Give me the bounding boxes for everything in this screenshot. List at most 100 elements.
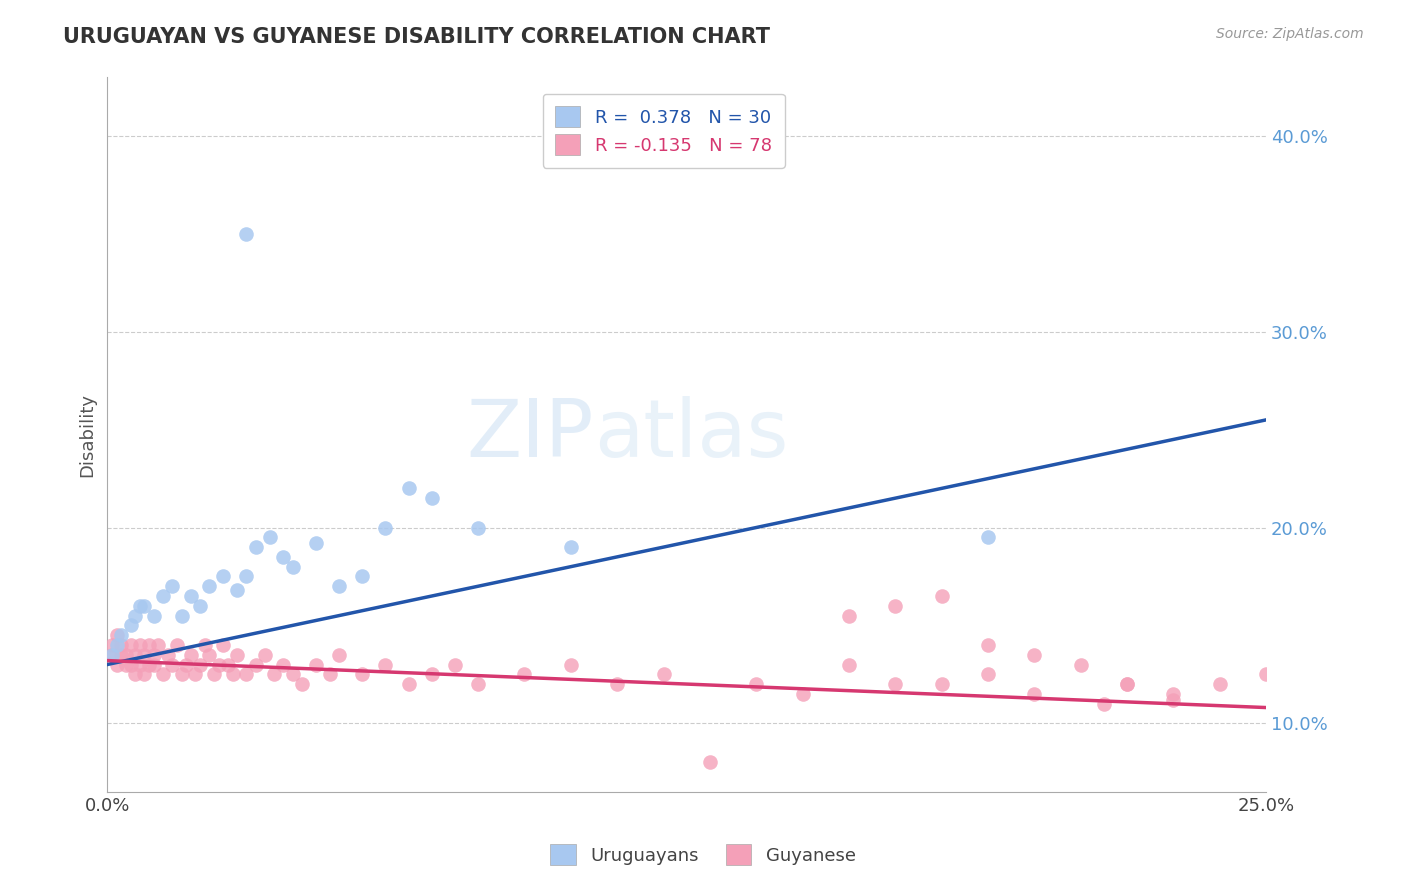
Point (1208, 677, 1230, 691)
Point (152, 667, 174, 681)
Point (166, 638, 188, 652)
Point (560, 657, 582, 672)
Point (120, 618, 142, 632)
Point (142, 657, 165, 672)
Point (134, 599, 156, 613)
Point (1070, 657, 1092, 672)
Point (148, 638, 170, 652)
Point (101, 648, 124, 662)
Point (198, 579, 221, 593)
Point (745, 677, 768, 691)
Point (115, 648, 138, 662)
Point (328, 648, 350, 662)
Point (1161, 687, 1184, 701)
Point (606, 677, 628, 691)
Point (699, 756, 721, 770)
Point (226, 583, 249, 598)
Text: URUGUAYAN VS GUYANESE DISABILITY CORRELATION CHART: URUGUAYAN VS GUYANESE DISABILITY CORRELA… (63, 27, 770, 46)
Point (444, 657, 467, 672)
Point (652, 667, 675, 681)
Text: atlas: atlas (593, 395, 789, 474)
Point (134, 667, 156, 681)
Legend: R =  0.378   N = 30, R = -0.135   N = 78: R = 0.378 N = 30, R = -0.135 N = 78 (543, 94, 785, 168)
Point (291, 677, 314, 691)
Point (398, 677, 420, 691)
Point (1024, 687, 1046, 701)
Point (305, 536, 328, 550)
Point (1092, 697, 1115, 711)
Point (235, 227, 257, 241)
Point (110, 648, 132, 662)
Point (134, 648, 156, 662)
Point (420, 667, 443, 681)
Point (838, 657, 860, 672)
Point (124, 648, 146, 662)
Point (838, 608, 860, 623)
Point (202, 667, 225, 681)
Point (138, 657, 160, 672)
Point (1161, 692, 1184, 706)
Point (245, 540, 267, 554)
Point (328, 579, 350, 593)
Point (128, 638, 150, 652)
Point (124, 608, 146, 623)
Point (194, 638, 217, 652)
Y-axis label: Disability: Disability (79, 392, 96, 476)
Point (420, 491, 443, 505)
Point (105, 628, 128, 642)
Point (138, 638, 160, 652)
Point (162, 579, 184, 593)
Point (467, 520, 489, 534)
Point (273, 657, 295, 672)
Point (142, 608, 165, 623)
Point (1116, 677, 1139, 691)
Point (180, 648, 202, 662)
Point (1254, 667, 1277, 681)
Point (560, 540, 582, 554)
Point (174, 657, 197, 672)
Point (142, 648, 165, 662)
Point (374, 657, 396, 672)
Point (212, 569, 235, 583)
Point (110, 638, 132, 652)
Point (253, 648, 276, 662)
Point (1116, 677, 1139, 691)
Point (105, 638, 128, 652)
Point (120, 638, 142, 652)
Point (156, 648, 179, 662)
Point (884, 677, 907, 691)
Point (235, 667, 257, 681)
Point (273, 549, 295, 564)
Point (1024, 648, 1046, 662)
Point (467, 677, 489, 691)
Point (221, 667, 243, 681)
Point (259, 530, 281, 544)
Point (152, 589, 174, 603)
Point (198, 648, 221, 662)
Point (105, 657, 128, 672)
Point (212, 638, 235, 652)
Point (281, 667, 304, 681)
Point (207, 657, 229, 672)
Point (977, 530, 1000, 544)
Point (170, 608, 193, 623)
Text: ZIP: ZIP (467, 395, 593, 474)
Point (931, 589, 953, 603)
Legend: Uruguayans, Guyanese: Uruguayans, Guyanese (543, 837, 863, 872)
Point (128, 657, 150, 672)
Point (184, 667, 207, 681)
Point (170, 667, 193, 681)
Point (319, 667, 342, 681)
Point (977, 667, 1000, 681)
Point (352, 569, 374, 583)
Point (884, 599, 907, 613)
Point (263, 667, 285, 681)
Text: Source: ZipAtlas.com: Source: ZipAtlas.com (1216, 27, 1364, 41)
Point (226, 648, 249, 662)
Point (217, 657, 239, 672)
Point (128, 599, 150, 613)
Point (281, 559, 304, 574)
Point (180, 589, 202, 603)
Point (101, 638, 124, 652)
Point (124, 667, 146, 681)
